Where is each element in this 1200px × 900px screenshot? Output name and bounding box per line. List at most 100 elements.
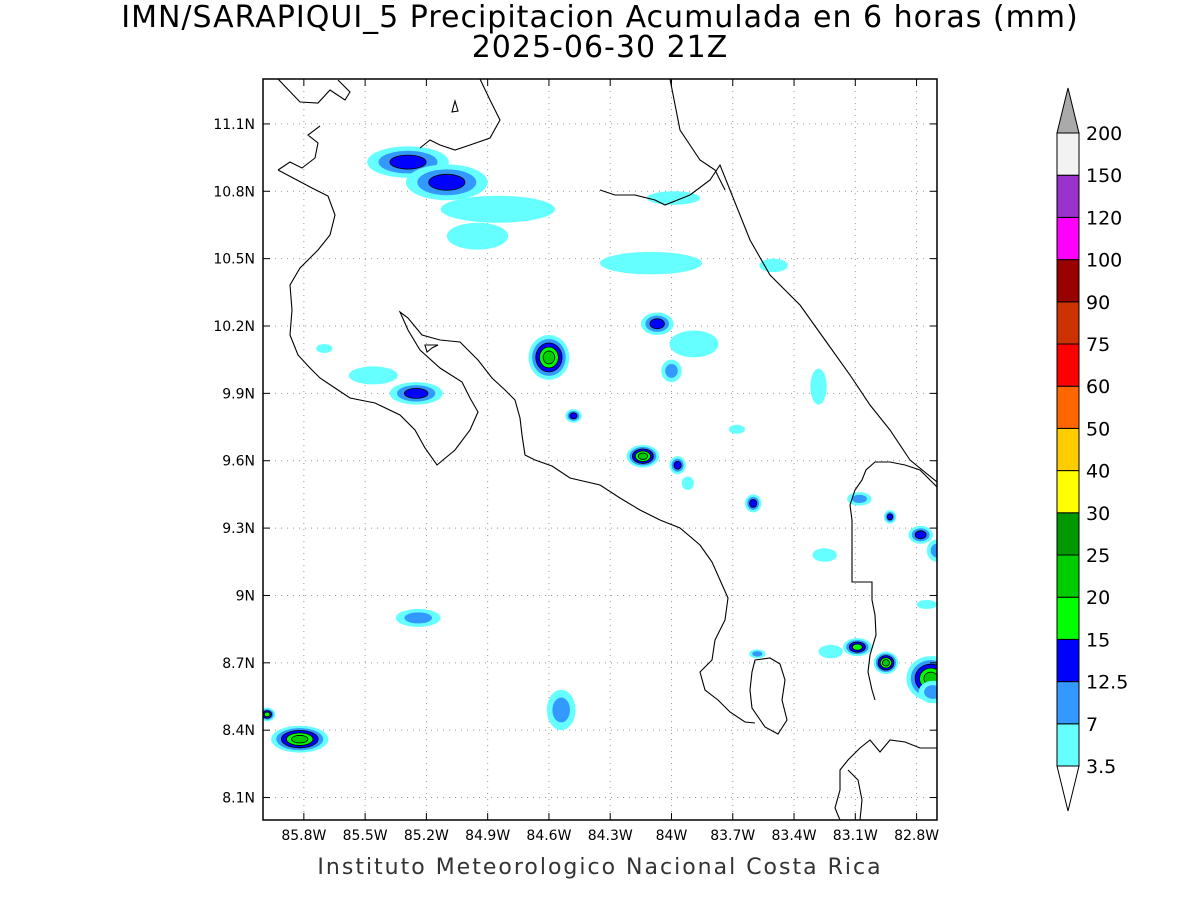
colorbar-label: 150 — [1086, 165, 1122, 187]
map-axes: 85.8W 85.5W 85.2W 84.9W 84.6W 84.3W 84W 83.7W 83… — [213, 79, 939, 844]
precip-cell — [669, 330, 719, 358]
precip-contour — [428, 173, 466, 191]
precip-cell — [446, 222, 509, 250]
colorbar-swatch — [1056, 174, 1080, 218]
precip-contour — [882, 659, 890, 667]
precip-cell — [843, 638, 872, 657]
precip-contour — [930, 543, 937, 558]
precip-contour — [446, 222, 509, 250]
precip-cell — [661, 359, 682, 383]
lat-tick-label: 8.4N — [222, 723, 255, 739]
precip-cell — [565, 409, 582, 423]
precip-cell — [271, 725, 329, 753]
precip-contour — [681, 476, 694, 490]
precip-cell — [440, 195, 556, 223]
precip-cell — [759, 258, 788, 273]
precip-contour — [914, 530, 927, 540]
precip-contour — [552, 697, 570, 723]
map-title: IMN/SARAPIQUI_5 Precipitacion Acumulada … — [121, 0, 1079, 35]
colorbar-swatch — [1056, 470, 1080, 514]
colorbar-label: 3.5 — [1086, 756, 1116, 778]
colorbar-swatch — [1056, 723, 1080, 767]
precip-contour — [646, 191, 701, 205]
colorbar-label: 75 — [1086, 334, 1110, 356]
precip-cell — [908, 525, 933, 544]
colorbar-swatch — [1056, 301, 1080, 345]
colorbar-legend: 3.5 7 12.5 15 20 25 30 40 50 60 75 90 100 120 150 200 — [1056, 87, 1128, 812]
precip-cell — [818, 644, 844, 659]
precip-contour — [665, 364, 678, 378]
colorbar-label: 25 — [1086, 545, 1110, 567]
colorbar-label: 120 — [1086, 207, 1122, 229]
precip-cell — [389, 382, 443, 405]
precip-contour — [673, 460, 682, 470]
map-grid — [263, 79, 937, 820]
precip-cell — [745, 494, 762, 513]
precip-contour — [749, 498, 758, 508]
precip-contour — [569, 412, 578, 420]
colorbar-label: 12.5 — [1086, 672, 1128, 694]
coastline-borders — [277, 79, 937, 820]
precip-cell — [348, 366, 398, 385]
lat-tick-label: 9.6N — [222, 454, 255, 470]
lat-tick-label: 10.5N — [213, 252, 255, 268]
precip-contour — [649, 318, 665, 330]
lat-tick-label: 11.1N — [213, 117, 255, 133]
lat-tick-label: 9.9N — [222, 386, 255, 402]
precip-cell — [810, 368, 827, 405]
lon-tick-label: 84W — [656, 828, 688, 844]
precip-cell — [669, 456, 686, 475]
precip-contour — [316, 343, 333, 353]
colorbar-label: 7 — [1086, 714, 1098, 736]
precip-cell — [546, 689, 576, 731]
precip-contour — [916, 599, 937, 609]
lon-tick-label: 85.8W — [281, 828, 326, 844]
colorbar-swatch — [1056, 259, 1080, 303]
precip-cell — [873, 651, 899, 675]
lat-tick-label: 9N — [236, 588, 255, 604]
precip-cell — [918, 680, 937, 704]
precip-contour — [404, 612, 433, 624]
precip-contour — [812, 548, 837, 562]
lon-tick-label: 84.9W — [465, 828, 510, 844]
precip-cell — [681, 476, 694, 490]
colorbar-swatch — [1056, 343, 1080, 387]
precip-contour — [759, 258, 788, 273]
colorbar-swatch — [1056, 427, 1080, 472]
precip-contour — [810, 368, 827, 405]
precip-contour — [851, 643, 863, 651]
colorbar-swatch — [1056, 216, 1080, 261]
colorbar-swatch — [1056, 681, 1080, 725]
precip-cell — [626, 445, 660, 468]
lon-tick-label: 82.8W — [894, 828, 939, 844]
precip-contour — [389, 154, 427, 170]
colorbar-label: 60 — [1086, 376, 1110, 398]
lon-tick-label: 85.5W — [343, 828, 388, 844]
precip-cell — [916, 599, 937, 609]
colorbar-swatch — [1056, 132, 1080, 176]
precip-contour — [348, 366, 398, 385]
lat-tick-label: 8.7N — [222, 656, 255, 672]
precipitation-cells — [263, 146, 937, 753]
precip-contour — [924, 685, 937, 699]
precip-cell — [395, 608, 441, 627]
precip-cell — [728, 424, 746, 434]
colorbar-label: 20 — [1086, 587, 1110, 609]
precip-contour — [440, 195, 556, 223]
precip-cell — [640, 312, 674, 335]
lon-tick-label: 85.2W — [404, 828, 449, 844]
precip-contour — [669, 330, 719, 358]
precip-contour — [542, 350, 556, 365]
lon-tick-label: 83.4W — [772, 828, 817, 844]
lon-tick-label: 84.6W — [526, 828, 571, 844]
precip-cell — [405, 164, 488, 201]
precip-contour — [637, 452, 648, 460]
precip-cell — [883, 510, 897, 524]
colorbar-swatch — [1056, 638, 1080, 683]
precip-cell — [528, 334, 570, 380]
precip-contour — [263, 711, 271, 718]
map-frame — [262, 78, 938, 821]
lat-tick-label: 10.2N — [213, 319, 255, 335]
colorbar-under-arrow — [1056, 765, 1080, 812]
